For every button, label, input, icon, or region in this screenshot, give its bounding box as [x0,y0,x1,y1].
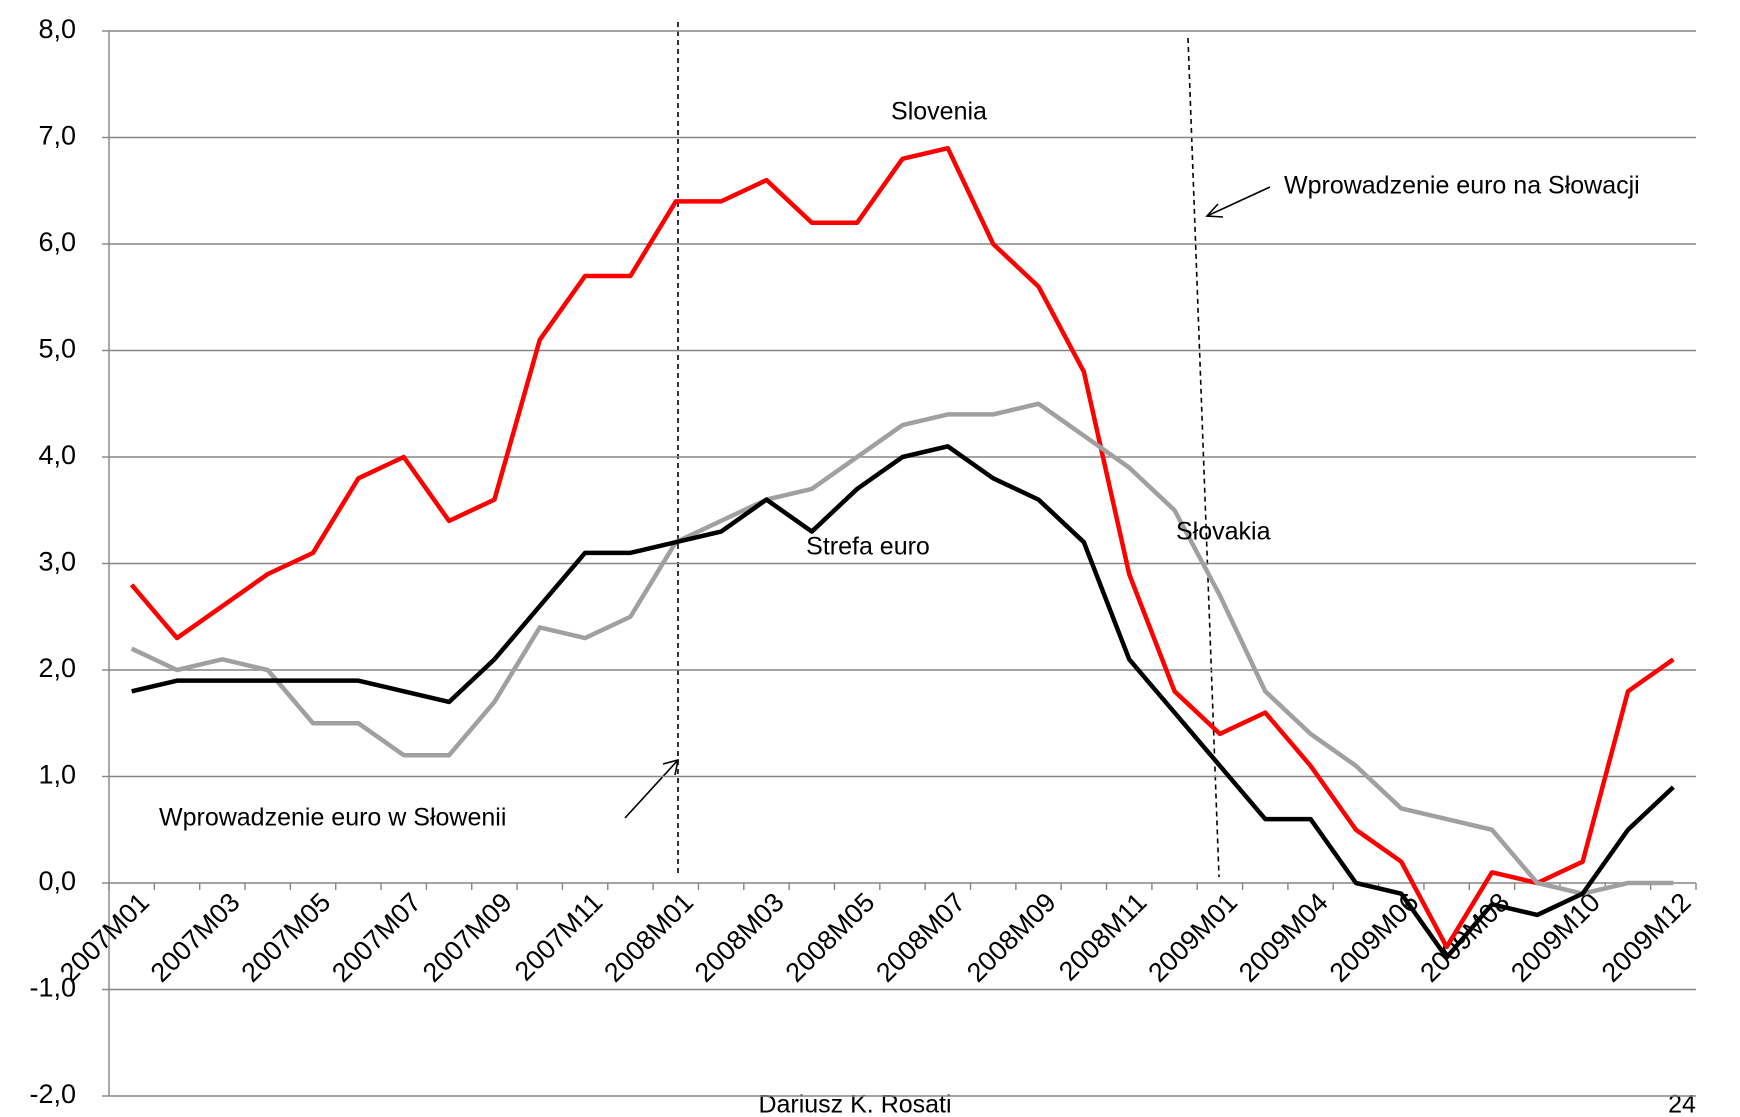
reference-lines [677,22,1220,878]
page-number: 24 [1668,1091,1696,1117]
x-tick-label: 2008M09 [961,887,1062,988]
arrow-head [1205,203,1224,218]
x-tick-label: 2008M11 [1053,887,1152,986]
arrow [1206,186,1271,217]
series-line [130,401,1674,896]
series-line [129,145,1675,950]
x-tick-label: 2009M04 [1233,887,1334,988]
x-tick-label: 2007M11 [509,887,608,986]
y-tick-label: 0,0 [38,866,76,896]
x-tick-label: 2007M05 [235,887,336,988]
y-tick-label: 4,0 [38,440,76,470]
arrow-head [662,758,680,776]
x-tick-label: 2007M01 [54,887,155,988]
y-tick-label: 5,0 [38,334,76,364]
y-tick-label: -2,0 [29,1079,76,1109]
y-tick-label: -1,0 [29,973,76,1003]
x-tick-label: 2007M03 [145,887,246,988]
series-label: Słovakia [1176,518,1271,546]
y-tick-label: 1,0 [38,760,76,790]
arrows [624,186,1271,819]
x-tick-label: 2007M07 [326,887,427,988]
y-tick-label: 2,0 [38,653,76,683]
annotation: Wprowadzenie euro w Słowenii [159,804,506,832]
x-tick-label: 2008M03 [689,887,790,988]
y-tick-label: 3,0 [38,547,76,577]
series-label: Strefa euro [806,533,930,561]
y-tick-label: 6,0 [38,227,76,257]
x-tick-label: 2009M01 [1142,887,1243,988]
y-tick-label: 8,0 [38,14,76,44]
series-line [131,444,1675,960]
x-tick-label: 2008M07 [870,887,971,988]
x-tick-label: 2007M09 [417,887,518,988]
footer: Dariusz K. Rosati [758,1091,951,1117]
x-tick-label: 2008M05 [780,887,881,988]
y-tick-label: 7,0 [38,121,76,151]
x-tick-label: 2009M10 [1505,887,1606,988]
x-tick-label: 2008M01 [598,887,699,988]
slovakia-euro-line [1187,37,1220,878]
grid [102,30,1697,1097]
x-tick-label: 2009M12 [1596,887,1697,988]
series-label: Slovenia [891,98,987,126]
annotation: Wprowadzenie euro na Słowacji [1284,172,1640,200]
arrow [624,759,679,819]
